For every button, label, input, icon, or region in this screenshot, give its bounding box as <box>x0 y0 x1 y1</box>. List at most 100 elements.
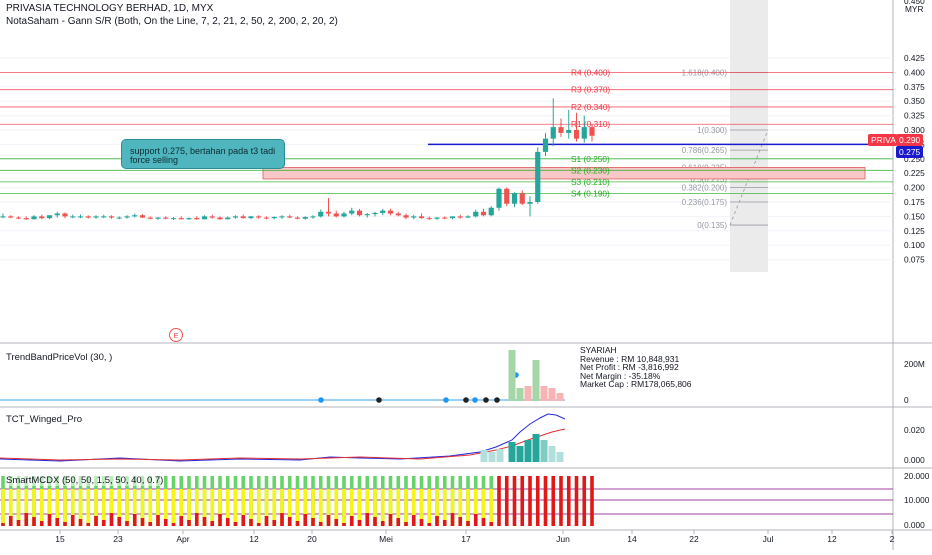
time-tick: 2 <box>890 534 895 544</box>
time-tick: 14 <box>627 534 637 544</box>
info-net-profit: Net Profit : RM -3,816,992 <box>580 362 679 373</box>
mcdx-yellow-bar <box>16 489 21 526</box>
mcdx-red-bar <box>497 476 501 526</box>
candle-body <box>77 216 84 218</box>
time-tick: 20 <box>307 534 317 544</box>
trendband-dot <box>318 397 324 403</box>
candle-body <box>70 216 76 218</box>
candle-body <box>387 210 394 214</box>
mcdx-yellow-bar <box>210 489 215 526</box>
fib-label: 0.236(0.175) <box>682 198 728 207</box>
mcdx-red-bar <box>512 476 517 526</box>
mcdx-red-bar <box>543 476 548 526</box>
winged-label[interactable]: TCT_Winged_Pro <box>6 414 83 425</box>
mcdx-red-bar <box>225 518 230 526</box>
note-annotation[interactable]: support 0.275, bertahan pada t3 tadi for… <box>121 139 285 169</box>
trendband-dot <box>376 397 382 403</box>
mcdx-red-bar <box>148 522 153 526</box>
currency-label: MYR <box>905 4 923 14</box>
candle-body <box>449 216 456 219</box>
mcdx-red-bar <box>233 522 238 526</box>
sr-label: R2 (0.340) <box>571 102 610 112</box>
trendband-dot <box>472 397 478 403</box>
mcdx-red-bar <box>210 521 215 526</box>
candle-body <box>163 217 169 219</box>
mcdx-yellow-bar <box>156 489 160 526</box>
mcdx-yellow-bar <box>481 489 486 526</box>
mcdx-yellow-bar <box>388 489 393 526</box>
candlestick-series: E <box>0 98 595 342</box>
candle-body <box>380 210 386 213</box>
indicator-panes <box>0 350 893 526</box>
trendband-dot <box>494 397 500 403</box>
mcdx-yellow-bar <box>78 489 83 526</box>
time-tick: Jul <box>763 534 774 544</box>
mcdx-yellow-bar <box>86 489 91 526</box>
mcdx-red-bar <box>566 476 571 526</box>
candle-body <box>279 216 285 218</box>
price-tick: 0.250 <box>904 154 925 164</box>
mcdx-yellow-bar <box>47 489 52 526</box>
mcdx-yellow-bar <box>1 489 5 526</box>
mcdx-red-bar <box>365 513 370 526</box>
mcdx-yellow-bar <box>466 489 470 526</box>
mcdx-red-bar <box>559 476 563 526</box>
price-tick: 0.125 <box>904 226 925 236</box>
mcdx-yellow-bar <box>39 489 44 526</box>
mcdx-red-bar <box>187 520 191 526</box>
candle-body <box>0 216 6 218</box>
trendband-volume-bar <box>524 386 532 401</box>
mcdx-red-bar <box>32 517 36 526</box>
candle-body <box>504 188 510 204</box>
candle-body <box>372 212 378 215</box>
mcdx-yellow-bar <box>109 489 114 526</box>
candle-body <box>434 217 440 219</box>
candle-body <box>147 217 153 219</box>
winged-histogram-bar <box>516 446 524 462</box>
mcdx-yellow-bar <box>101 489 106 526</box>
mcdx-red-bar <box>489 522 494 526</box>
mcdx-red-bar <box>442 520 447 526</box>
candle-body <box>201 216 208 220</box>
candle-body <box>116 217 122 219</box>
mcdx-yellow-bar <box>249 489 253 526</box>
mcdx-axis-label: 0.000 <box>904 520 925 530</box>
mcdx-yellow-bar <box>125 489 129 526</box>
winged-blue-line <box>0 413 566 462</box>
candle-body <box>271 216 277 219</box>
mcdx-red-bar <box>24 513 29 526</box>
mcdx-yellow-bar <box>233 489 238 526</box>
mcdx-red-bar <box>373 517 377 526</box>
smartmcdx-label[interactable]: SmartMCDX (50, 50, 1.5, 50, 40, 0.7) <box>6 475 164 486</box>
mcdx-red-bar <box>194 513 199 526</box>
candle-body <box>566 130 572 133</box>
candle-body <box>287 216 293 218</box>
candle-body <box>124 216 130 218</box>
mcdx-red-bar <box>590 476 594 526</box>
info-market-cap: Market Cap : RM178,065,806 <box>580 379 692 390</box>
candle-body <box>473 211 479 217</box>
mcdx-red-bar <box>140 518 145 526</box>
fib-label: 0(0.135) <box>697 221 727 230</box>
price-tick: 0.175 <box>904 197 925 207</box>
mcdx-red-bar <box>249 519 253 526</box>
fib-label: 1.618(0.400) <box>682 68 728 77</box>
candle-body <box>550 127 556 139</box>
mcdx-yellow-bar <box>342 489 346 526</box>
trendband-label[interactable]: TrendBandPriceVol (30, ) <box>6 352 113 363</box>
candle-body <box>294 217 301 219</box>
time-tick: 17 <box>461 534 471 544</box>
time-tick: 22 <box>689 534 699 544</box>
mcdx-yellow-bar <box>24 489 29 526</box>
sr-label: R4 (0.400) <box>571 67 610 77</box>
price-tick: 0.300 <box>904 125 925 135</box>
mcdx-red-bar <box>357 520 362 526</box>
mcdx-red-bar <box>551 476 556 526</box>
candle-body <box>426 218 432 220</box>
candle-body <box>418 216 425 219</box>
mcdx-yellow-bar <box>380 489 385 526</box>
winged-histogram-bar <box>488 452 496 462</box>
trendband-volume-bar <box>508 350 516 401</box>
